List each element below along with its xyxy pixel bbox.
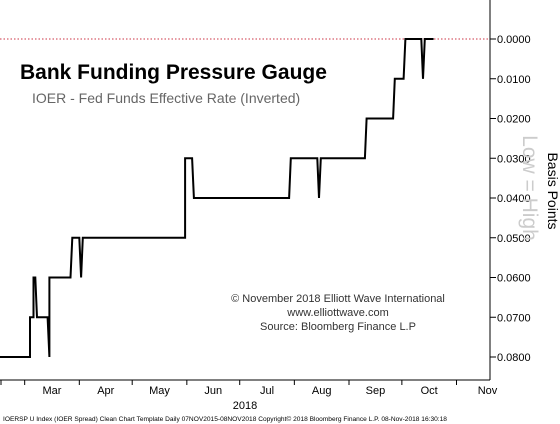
chart-subtitle: IOER - Fed Funds Effective Rate (Inverte… bbox=[32, 90, 300, 106]
y-tick-label: 0.0100 bbox=[497, 74, 531, 86]
y-tick-label: 0.0400 bbox=[497, 193, 531, 205]
y-tick-label: 0.0000 bbox=[497, 34, 531, 46]
x-tick-label: May bbox=[149, 385, 170, 397]
y-tick-label: 0.0200 bbox=[497, 114, 531, 126]
chart-title: Bank Funding Pressure Gauge bbox=[20, 61, 327, 84]
y-axis-label: Basis Points bbox=[545, 152, 560, 229]
x-tick-label: Oct bbox=[421, 385, 438, 397]
x-tick-label: Apr bbox=[97, 385, 114, 397]
series-line bbox=[0, 38, 434, 358]
x-ticks: Mar Apr May Jun Jul Aug Sep Oct Nov bbox=[0, 380, 498, 397]
copyright-line-2: www.elliottwave.com bbox=[286, 307, 388, 319]
x-axis-year-label: 2018 bbox=[233, 400, 257, 412]
y-ticks: 0.0000 0.0100 0.0200 0.0300 0.0400 0.0500 0.06… bbox=[490, 34, 531, 364]
watermark-label: Low = High bbox=[518, 135, 541, 241]
footer-text: IOERSP U Index (IOER Spread) Clean Chart… bbox=[3, 415, 447, 423]
x-tick-label: Jul bbox=[260, 385, 274, 397]
x-tick-label: Jun bbox=[204, 385, 222, 397]
x-tick-label: Aug bbox=[312, 385, 332, 397]
copyright-line-3: Source: Bloomberg Finance L.P bbox=[260, 321, 416, 333]
y-tick-label: 0.0800 bbox=[497, 352, 531, 364]
y-tick-label: 0.0700 bbox=[497, 312, 531, 324]
y-tick-label: 0.0600 bbox=[497, 273, 531, 285]
x-tick-label: Nov bbox=[478, 385, 498, 397]
copyright-line-1: © November 2018 Elliott Wave Internation… bbox=[231, 293, 445, 305]
y-tick-label: 0.0300 bbox=[497, 153, 531, 165]
y-tick-label: 0.0500 bbox=[497, 233, 531, 245]
x-tick-label: Mar bbox=[43, 385, 62, 397]
x-tick-label: Sep bbox=[366, 385, 386, 397]
